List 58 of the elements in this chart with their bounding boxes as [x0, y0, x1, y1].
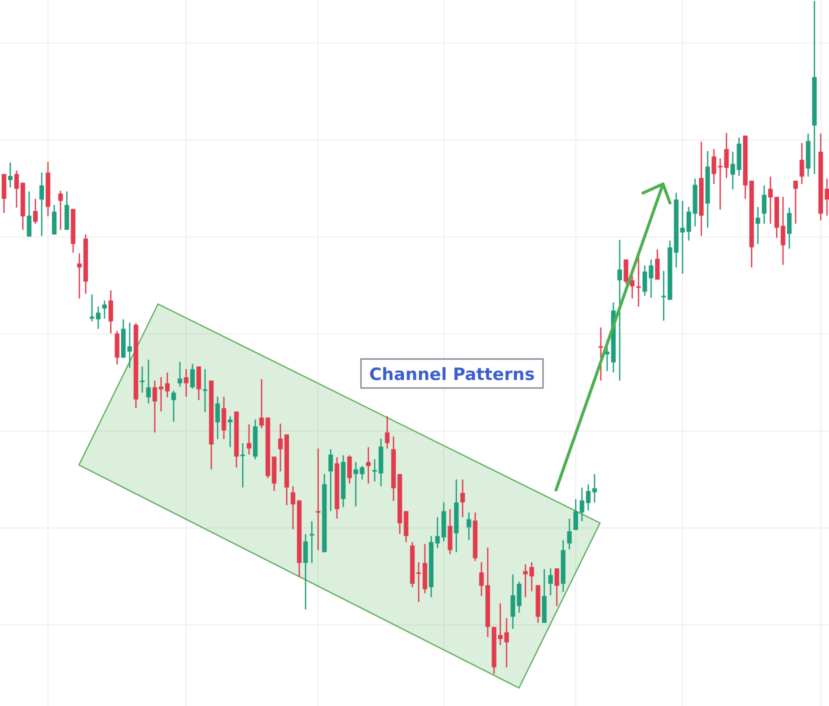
candlestick: [787, 206, 792, 250]
candlestick: [222, 396, 226, 440]
candlestick: [127, 322, 132, 368]
candlestick: [624, 258, 628, 284]
candlestick: [510, 574, 516, 630]
candlestick: [303, 533, 308, 610]
candlestick: [529, 562, 534, 592]
candlestick: [347, 454, 352, 484]
candlestick: [630, 274, 635, 300]
annotation: Channel Patterns: [369, 365, 535, 385]
candlestick: [384, 416, 390, 450]
candlestick: [196, 366, 202, 401]
candlestick: [762, 184, 766, 224]
candlestick: [648, 258, 654, 298]
candlestick: [617, 239, 622, 382]
candlestick: [278, 422, 283, 472]
candlestick: [240, 442, 246, 488]
candlestick: [52, 204, 57, 236]
candlestick: [33, 198, 38, 224]
candlestick: [146, 359, 151, 404]
candlestick: [190, 363, 195, 390]
candlestick: [316, 448, 320, 551]
candlestick: [366, 446, 371, 484]
candlestick: [108, 290, 114, 334]
candlestick: [8, 162, 13, 188]
candlestick: [140, 366, 145, 394]
candlestick: [516, 581, 522, 614]
candlestick: [712, 148, 716, 185]
candlestick: [466, 512, 472, 541]
candlestick: [793, 180, 798, 224]
candlestick: [800, 142, 804, 185]
candlestick: [39, 172, 44, 237]
candlestick: [102, 300, 107, 320]
candlestick: [460, 478, 465, 518]
candlestick: [360, 465, 364, 480]
candlestick: [642, 264, 648, 296]
candlestick: [548, 568, 553, 596]
candlestick: [504, 617, 509, 668]
candlestick: [655, 248, 660, 280]
candlestick: [228, 416, 232, 448]
candlestick: [184, 368, 188, 398]
candlestick: [354, 461, 358, 508]
candlestick: [598, 326, 604, 382]
candlestick: [152, 380, 158, 434]
candlestick: [328, 448, 333, 512]
candlestick: [246, 424, 252, 456]
candlestick: [178, 361, 182, 388]
candlestick: [77, 252, 82, 300]
candlestick: [58, 190, 63, 230]
candlestick: [26, 190, 32, 238]
candlestick: [310, 520, 314, 564]
candlestick: [554, 568, 560, 607]
candlestick: [171, 390, 176, 422]
candlestick: [202, 368, 208, 413]
candlestick: [567, 518, 572, 550]
candlestick: [756, 206, 760, 245]
candlestick: [523, 564, 528, 598]
candlestick: [215, 396, 220, 440]
